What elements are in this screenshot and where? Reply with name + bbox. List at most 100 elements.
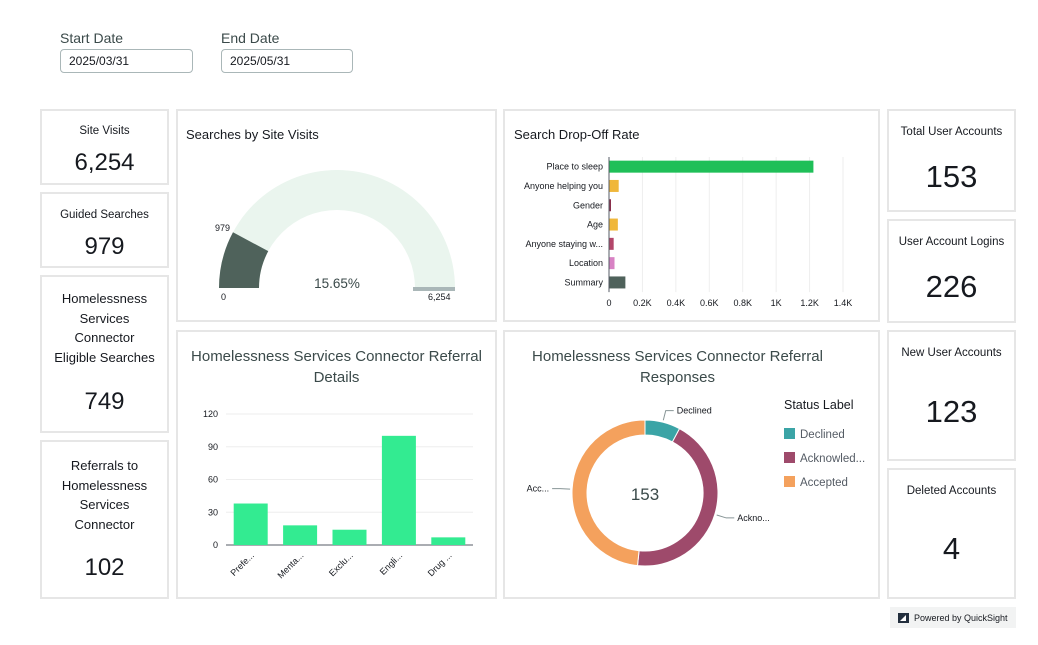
gauge-title: Searches by Site Visits — [186, 127, 319, 142]
category-label: Gender — [573, 200, 603, 210]
kpi-title: Homelessness Services Connector Eligible… — [42, 289, 167, 367]
gauge-max-label: 6,254 — [428, 292, 451, 302]
eligible-searches-card[interactable]: Homelessness Services Connector Eligible… — [40, 275, 169, 433]
y-tick-label: 30 — [208, 507, 218, 517]
gauge-min-label: 0 — [221, 292, 226, 302]
callout-line — [716, 514, 735, 519]
kpi-title-line: Connector — [74, 516, 135, 532]
deleted-accounts-card[interactable]: Deleted Accounts 4 — [887, 468, 1016, 599]
gauge-value-label: 979 — [215, 223, 230, 233]
powered-by-badge[interactable]: Powered by QuickSight — [890, 607, 1016, 628]
category-label: Age — [587, 220, 603, 230]
legend-swatch — [784, 476, 795, 487]
kpi-title: New User Accounts — [901, 347, 1002, 359]
category-label: Exclu... — [327, 550, 355, 578]
bar[interactable] — [332, 529, 367, 545]
x-tick-label: 0.6K — [700, 298, 719, 308]
logins-card[interactable]: User Account Logins 226 — [887, 219, 1016, 323]
y-tick-label: 120 — [203, 409, 218, 419]
gauge-percent-label: 15.65% — [314, 276, 360, 291]
kpi-title: Guided Searches — [60, 209, 149, 221]
kpi-value: 102 — [84, 554, 125, 581]
category-label: Engli... — [378, 550, 405, 577]
bar[interactable] — [609, 179, 619, 192]
end-date-label: End Date — [221, 30, 280, 46]
total-users-card[interactable]: Total User Accounts 153 — [887, 109, 1016, 212]
bar[interactable] — [609, 257, 615, 270]
y-tick-label: 90 — [208, 442, 218, 452]
new-accounts-card[interactable]: New User Accounts 123 — [887, 330, 1016, 461]
bar[interactable] — [431, 537, 466, 545]
kpi-value: 226 — [925, 269, 978, 304]
category-label: Drug ... — [426, 550, 454, 578]
kpi-title: Total User Accounts — [900, 126, 1003, 138]
site-visits-card[interactable]: Site Visits 6,254 — [40, 109, 169, 185]
category-label: Prefe... — [229, 550, 257, 578]
legend-item-label[interactable]: Accepted — [800, 477, 848, 489]
legend-swatch — [784, 428, 795, 439]
kpi-value: 153 — [925, 159, 978, 194]
kpi-title: Referrals to Homelessness Services Conne… — [42, 456, 167, 534]
referrals-card[interactable]: Referrals to Homelessness Services Conne… — [40, 440, 169, 599]
start-date-input[interactable] — [60, 49, 193, 73]
kpi-title: User Account Logins — [898, 236, 1005, 248]
bar[interactable] — [609, 199, 612, 212]
category-label: Location — [569, 258, 603, 268]
referral-details-chart: 0 30 60 90 120 Prefe... Menta... Exclu... Engli.… — [203, 409, 473, 580]
dropoff-title: Search Drop-Off Rate — [514, 127, 640, 142]
referral-details-card[interactable]: Homelessness Services Connector Referral… — [176, 330, 497, 599]
end-date-input[interactable] — [221, 49, 353, 73]
bar[interactable] — [283, 525, 318, 545]
kpi-title-line: Homelessness — [61, 477, 148, 493]
donut-slice[interactable] — [571, 419, 646, 567]
callout-line — [662, 410, 674, 421]
referral-responses-title: Homelessness Services Connector Referral… — [505, 346, 878, 388]
bar[interactable] — [381, 435, 416, 545]
kpi-value: 979 — [84, 233, 125, 260]
slice-callout-label: Ackno... — [737, 513, 770, 523]
legend-title: Status Label — [784, 398, 854, 412]
y-tick-label: 0 — [213, 540, 218, 550]
bar[interactable] — [609, 237, 614, 250]
gauge-fill — [219, 232, 269, 288]
kpi-value: 6,254 — [74, 149, 135, 176]
gauge-track — [219, 170, 455, 288]
slice-callout-label: Acc... — [527, 484, 550, 494]
donut-center-label: 153 — [631, 485, 659, 504]
kpi-value: 4 — [942, 531, 961, 566]
x-tick-label: 1K — [771, 298, 782, 308]
kpi-title-line: Services — [79, 497, 130, 512]
referral-responses-card[interactable]: Homelessness Services Connector Referral… — [503, 330, 880, 599]
legend-item-label[interactable]: Acknowled... — [800, 453, 865, 465]
x-tick-label: 1.4K — [834, 298, 853, 308]
bar[interactable] — [609, 160, 814, 173]
gauge-card[interactable]: Searches by Site Visits 979 0 6,254 15.6… — [176, 109, 497, 322]
bar[interactable] — [609, 218, 618, 231]
kpi-value: 123 — [925, 394, 978, 429]
legend-item-label[interactable]: Declined — [800, 429, 845, 441]
start-date-label: Start Date — [60, 30, 124, 46]
x-tick-label: 1.2K — [800, 298, 819, 308]
x-tick-label: 0.8K — [733, 298, 752, 308]
bar[interactable] — [609, 276, 626, 289]
title-line: Homelessness Services Connector Referral — [191, 348, 482, 365]
powered-by-label: Powered by QuickSight — [914, 612, 1008, 623]
kpi-title-line: Homelessness — [61, 291, 148, 306]
slice-callout-label: Declined — [677, 406, 712, 416]
guided-searches-card[interactable]: Guided Searches 979 — [40, 192, 169, 268]
category-label: Anyone helping you — [524, 181, 603, 191]
callout-line — [552, 488, 571, 490]
referral-responses-chart: 153 Status Label Declined Ackno... Acc... D… — [527, 398, 865, 567]
category-label: Place to sleep — [546, 162, 603, 172]
title-line: Homelessness Services Connector Referral — [532, 348, 823, 365]
category-label: Menta... — [275, 550, 305, 580]
kpi-title-line: Referrals to — [70, 458, 139, 473]
bar[interactable] — [233, 503, 268, 545]
y-tick-label: 60 — [208, 475, 218, 485]
kpi-title: Deleted Accounts — [906, 485, 997, 497]
dropoff-chart: 0 0.2K 0.4K 0.6K 0.8K 1K 1.2K 1.4K Place to slee… — [524, 157, 853, 308]
dropoff-card[interactable]: Search Drop-Off Rate 0 0.2K 0.4K 0.6K 0.8K 1K… — [503, 109, 880, 322]
kpi-value: 749 — [84, 388, 125, 415]
x-tick-label: 0 — [606, 298, 611, 308]
category-label: Anyone staying w... — [525, 239, 603, 249]
